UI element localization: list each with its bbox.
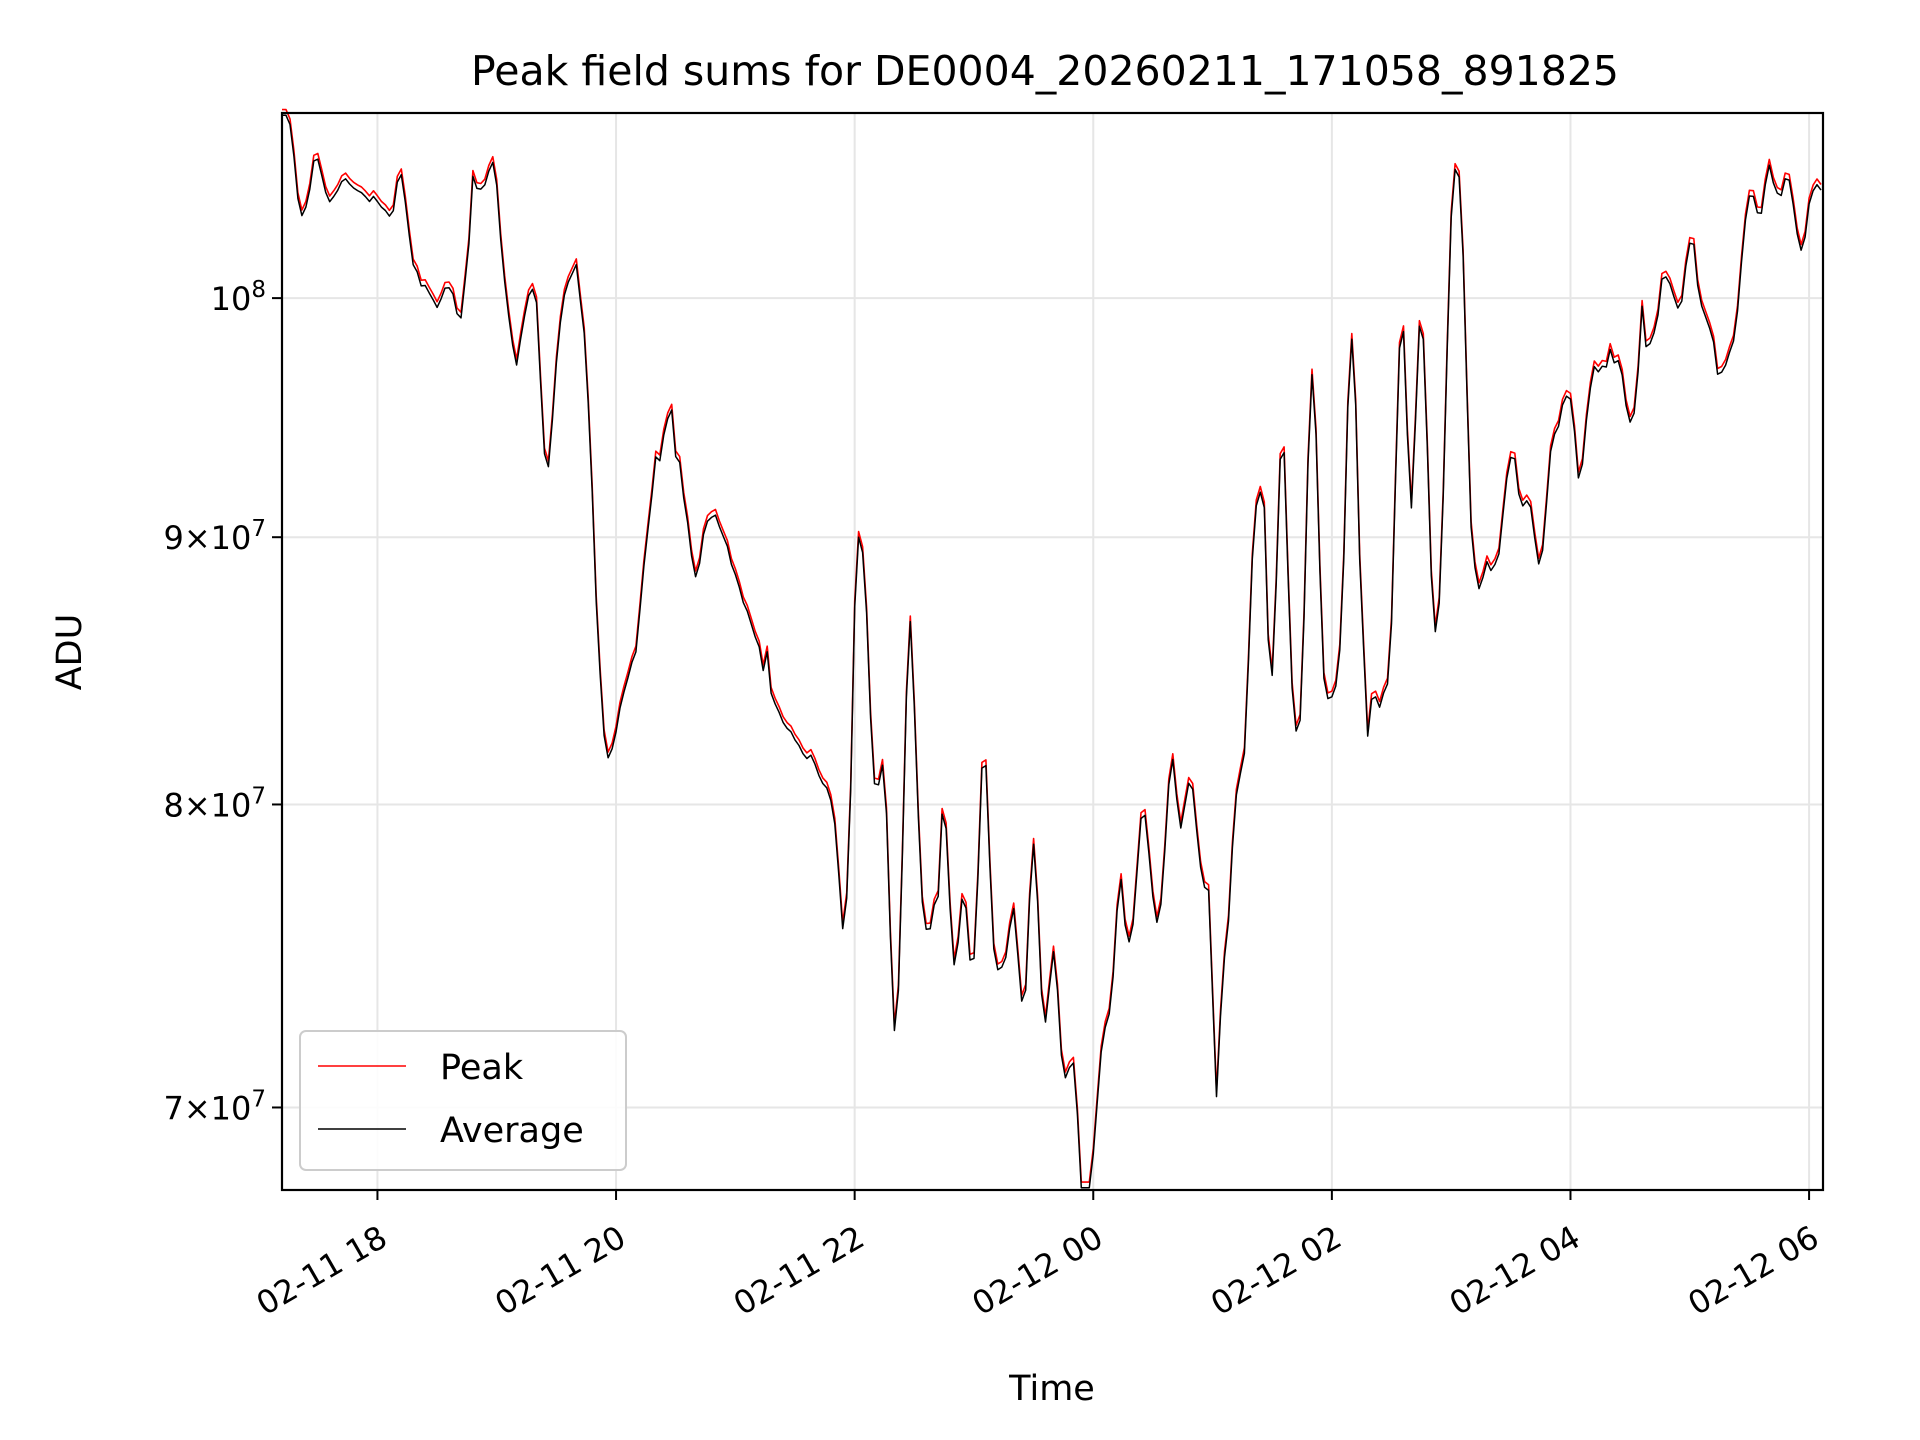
y-axis-label: ADU [50, 614, 90, 691]
y-tick-label: 108 [211, 277, 266, 318]
plot-frame [280, 111, 1825, 1192]
y-tick-label: 9×107 [163, 516, 266, 557]
legend: Peak Average [299, 1030, 627, 1171]
legend-label-peak: Peak [440, 1048, 524, 1088]
series-lines [282, 108, 1822, 1189]
x-axis-label: Time [1008, 1369, 1095, 1409]
y-tick-label: 7×107 [163, 1086, 266, 1127]
plot-area [280, 108, 1825, 1192]
legend-label-average: Average [440, 1111, 584, 1151]
y-tick-label: 8×107 [163, 783, 266, 824]
y-axis: 7×107 8×107 9×107 108 [163, 277, 282, 1127]
chart-title: Peak field sums for DE0004_20260211_1710… [471, 47, 1619, 95]
series-line-average [282, 114, 1822, 1189]
plot-background [282, 113, 1823, 1190]
